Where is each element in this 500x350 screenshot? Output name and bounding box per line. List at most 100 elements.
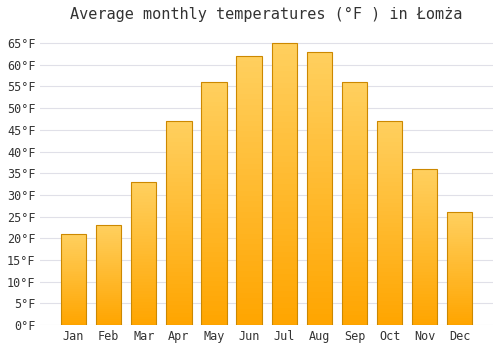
Bar	[447, 215, 472, 217]
Bar	[272, 83, 297, 88]
Bar	[236, 164, 262, 169]
Bar	[447, 226, 472, 228]
Bar	[166, 133, 192, 138]
Bar	[202, 218, 226, 223]
Bar	[412, 285, 438, 288]
Bar	[202, 126, 226, 131]
Bar	[412, 172, 438, 175]
Bar	[236, 132, 262, 137]
Bar	[377, 280, 402, 285]
Bar	[342, 291, 367, 296]
Bar	[236, 228, 262, 234]
Bar	[236, 83, 262, 89]
Bar	[166, 223, 192, 227]
Bar	[306, 156, 332, 161]
Bar	[447, 266, 472, 269]
Bar	[377, 264, 402, 268]
Bar	[166, 211, 192, 215]
Bar	[412, 291, 438, 294]
Bar	[272, 66, 297, 71]
Bar	[131, 308, 156, 311]
Bar	[166, 125, 192, 130]
Bar	[306, 276, 332, 281]
Bar	[96, 307, 122, 309]
Bar	[447, 271, 472, 273]
Bar	[447, 282, 472, 285]
Bar	[131, 188, 156, 190]
Bar	[447, 280, 472, 282]
Bar	[61, 318, 86, 320]
Bar	[447, 316, 472, 318]
Bar	[412, 294, 438, 297]
Bar	[412, 316, 438, 319]
Bar	[202, 310, 226, 315]
Bar	[96, 253, 122, 255]
Bar	[377, 227, 402, 231]
Bar	[131, 231, 156, 233]
Bar	[131, 317, 156, 320]
Bar	[166, 146, 192, 150]
Bar	[96, 305, 122, 307]
Bar	[412, 253, 438, 257]
Bar	[447, 285, 472, 287]
Bar	[412, 307, 438, 309]
Bar	[306, 309, 332, 314]
Bar	[377, 248, 402, 252]
Bar	[236, 115, 262, 121]
Bar	[342, 247, 367, 252]
Bar	[166, 174, 192, 179]
Bar	[306, 128, 332, 134]
Bar	[447, 294, 472, 296]
Bar	[447, 269, 472, 271]
Bar	[412, 225, 438, 228]
Bar	[342, 257, 367, 262]
Bar	[377, 187, 402, 190]
Bar	[166, 207, 192, 211]
Bar	[236, 185, 262, 191]
Bar	[236, 137, 262, 142]
Bar	[131, 288, 156, 291]
Bar	[96, 309, 122, 311]
Bar	[412, 322, 438, 325]
Bar	[342, 276, 367, 281]
Bar	[272, 128, 297, 133]
Bar	[202, 87, 226, 92]
Bar	[166, 317, 192, 321]
Bar	[272, 229, 297, 235]
Bar	[306, 232, 332, 238]
Bar	[342, 116, 367, 121]
Bar	[131, 265, 156, 268]
Bar	[272, 286, 297, 291]
Bar	[412, 309, 438, 313]
Bar	[202, 135, 226, 140]
Bar	[412, 197, 438, 200]
Bar	[342, 281, 367, 286]
Bar	[377, 260, 402, 264]
Bar	[272, 162, 297, 167]
Bar	[236, 89, 262, 94]
Bar	[412, 238, 438, 241]
Bar	[306, 199, 332, 205]
Bar	[166, 219, 192, 223]
Bar	[166, 227, 192, 231]
Bar	[412, 188, 438, 191]
Bar	[131, 196, 156, 199]
Bar	[377, 276, 402, 280]
Bar	[202, 199, 226, 204]
Bar	[447, 262, 472, 264]
Bar	[166, 248, 192, 252]
Bar	[131, 271, 156, 274]
Bar	[342, 301, 367, 306]
Bar	[342, 106, 367, 111]
Bar	[61, 310, 86, 313]
Bar	[202, 301, 226, 306]
Bar	[166, 236, 192, 239]
Bar	[61, 314, 86, 316]
Bar	[377, 301, 402, 305]
Bar	[447, 289, 472, 291]
Bar	[131, 294, 156, 296]
Bar	[236, 223, 262, 228]
Bar	[342, 194, 367, 199]
Bar	[61, 265, 86, 267]
Bar	[96, 249, 122, 251]
